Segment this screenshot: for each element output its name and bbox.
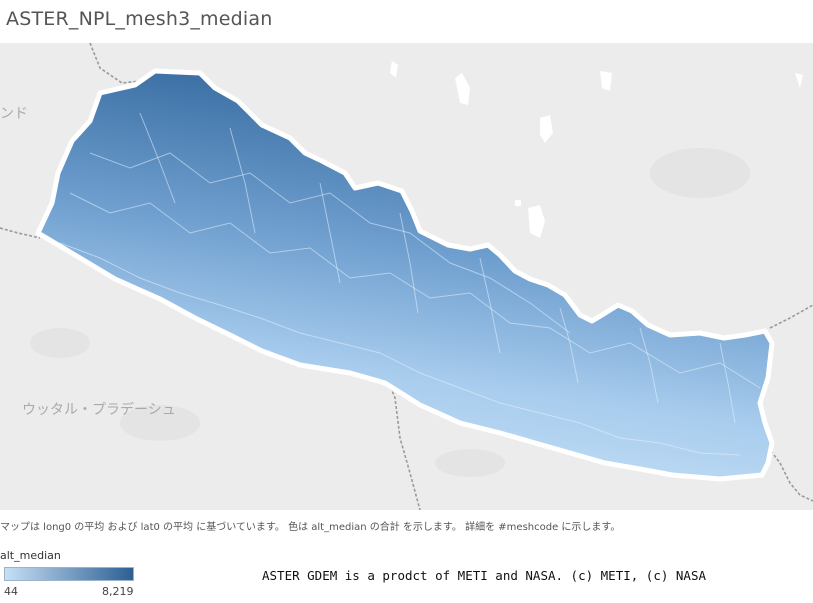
nepal-elevation-region[interactable] [35, 68, 775, 482]
page-title: ASTER_NPL_mesh3_median [6, 8, 273, 30]
lakes [390, 61, 803, 238]
map-caption: マップは long0 の平均 および lat0 の平均 に基づいています。 色は… [0, 522, 621, 533]
legend-max-value: 8,219 [102, 585, 134, 598]
map-label-partial-left: ンド [0, 106, 28, 122]
data-credit: ASTER GDEM is a prodct of METI and NASA.… [262, 568, 707, 583]
map-canvas [0, 43, 813, 510]
legend-color-ramp [4, 567, 134, 581]
terrain-shading [30, 148, 750, 477]
map-label-uttar-pradesh: ウッタル・プラデーシュ [22, 402, 176, 418]
map-view[interactable]: ンド ウッタル・プラデーシュ [0, 43, 813, 510]
legend-min-value: 44 [4, 585, 18, 598]
terrain-texture [59, 112, 761, 456]
legend-title: alt_median [0, 549, 61, 562]
